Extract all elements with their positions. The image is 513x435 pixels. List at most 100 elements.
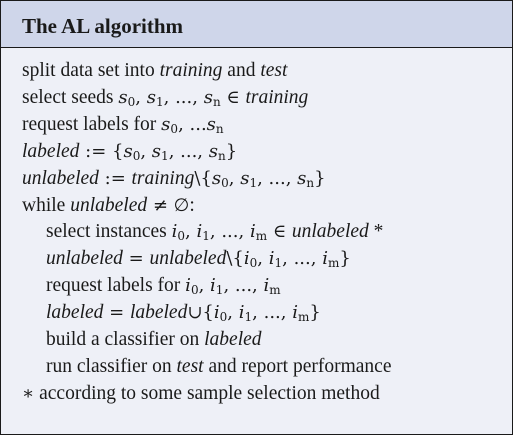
math-symbol: im	[249, 221, 268, 244]
line-text: labeled	[204, 329, 261, 350]
line-text: and	[222, 60, 260, 81]
segment-text: labeled	[22, 140, 80, 162]
subscript: 0	[249, 256, 258, 271]
segment-text: s	[123, 140, 133, 162]
subscript: n	[212, 94, 221, 109]
algorithm-header: The AL algorithm	[1, 1, 512, 48]
segment-text: *	[368, 221, 384, 243]
line-text: , ...,	[223, 275, 263, 296]
subscript: 1	[161, 148, 169, 163]
segment-text: labeled	[129, 302, 188, 324]
segment-text: labeled	[204, 329, 262, 350]
math-symbol: i1	[238, 302, 252, 324]
segment-text: s	[151, 140, 162, 162]
line-text: split data set into	[22, 60, 160, 81]
segment-text: while	[22, 194, 71, 216]
math-symbol: sn	[297, 167, 314, 190]
segment-text: i	[238, 302, 245, 324]
subscript: n	[218, 148, 226, 163]
segment-text: ,	[228, 167, 241, 189]
line-text: ,	[140, 141, 151, 162]
line-text: select instances	[46, 221, 172, 242]
segment-text: training	[131, 167, 195, 189]
subscript: 1	[202, 229, 210, 244]
line-text: }	[309, 302, 320, 323]
line-text: training	[245, 87, 308, 108]
segment-text: , ...,	[223, 275, 264, 297]
line-text: select seeds	[22, 87, 118, 108]
segment-text: s	[297, 167, 307, 189]
segment-text: training	[245, 86, 309, 108]
line-text: unlabeled	[149, 248, 226, 269]
line-text: , ...	[178, 114, 207, 135]
line-text: , ...,	[257, 168, 297, 189]
segment-text: and report performance	[203, 355, 392, 377]
segment-text: unlabeled	[291, 221, 369, 243]
algorithm-title: The AL algorithm	[22, 14, 184, 38]
line-text: unlabeled	[46, 248, 123, 269]
subscript: m	[327, 256, 340, 271]
segment-text: i	[249, 221, 256, 243]
subscript: 1	[249, 175, 258, 190]
line-text: :=	[99, 168, 132, 189]
line-text: test	[260, 60, 287, 81]
segment-text: ,	[257, 248, 269, 270]
segment-text: := {	[79, 140, 124, 162]
math-symbol: i0	[185, 275, 199, 298]
segment-text: unlabeled	[70, 194, 148, 216]
line-text: request labels for	[46, 275, 185, 296]
math-symbol: sn	[207, 114, 224, 136]
subscript: 0	[221, 175, 229, 190]
line-text: := {	[79, 141, 123, 162]
line-text: ,	[135, 87, 146, 108]
algorithm-line: build a classifier on labeled	[46, 327, 262, 353]
subscript: 1	[215, 283, 224, 298]
line-text: ,	[229, 168, 240, 189]
segment-text: }	[225, 140, 238, 162]
math-symbol: s1	[147, 87, 164, 109]
subscript: 0	[170, 121, 179, 136]
segment-text: , ...,	[252, 302, 293, 324]
line-text: =	[103, 302, 130, 323]
algorithm-line: unlabeled := training\{s0, s1, ..., sn}	[22, 166, 326, 192]
math-symbol: im	[292, 302, 309, 324]
math-symbol: i0	[172, 221, 186, 244]
subscript: 0	[177, 229, 186, 244]
line-text: ∪{	[187, 302, 214, 323]
math-symbol: i1	[210, 275, 224, 298]
segment-text: ,	[227, 302, 239, 324]
math-symbol: i1	[269, 248, 282, 270]
math-symbol: s1	[151, 140, 169, 163]
line-text: ∈	[267, 221, 292, 242]
algorithm-line: unlabeled = unlabeled\{i0, i1, ..., im}	[46, 246, 351, 272]
line-text: }	[314, 168, 325, 189]
segment-text: }	[314, 167, 326, 189]
segment-text: training	[159, 60, 223, 81]
segment-text: , ...	[178, 113, 207, 135]
math-symbol: im	[264, 275, 281, 297]
segment-text: , ...,	[282, 248, 323, 270]
segment-text: s	[208, 140, 218, 162]
segment-text: unlabeled	[149, 248, 227, 270]
segment-text: split data set into	[22, 60, 160, 81]
line-text: test	[177, 356, 204, 377]
line-text: , ...,	[252, 302, 292, 323]
algorithm-line: ∗ according to some sample selection met…	[22, 381, 380, 407]
line-text: according to some sample selection metho…	[34, 383, 380, 404]
subscript: 0	[219, 310, 228, 325]
line-text: , ...,	[282, 248, 322, 269]
math-symbol: i0	[214, 302, 228, 325]
math-symbol: im	[322, 248, 340, 271]
line-text: unlabeled	[22, 168, 99, 189]
subscript: m	[255, 229, 268, 244]
algorithm-line: labeled = labeled∪{i0, i1, ..., im}	[46, 300, 321, 326]
segment-text: s	[240, 167, 250, 189]
line-text: , ...,	[164, 87, 204, 108]
math-symbol: sn	[208, 140, 226, 163]
line-text: labeled	[46, 302, 103, 323]
algorithm-line: split data set into training and test	[22, 58, 287, 84]
line-text: =	[123, 248, 150, 269]
subscript: 0	[190, 283, 199, 298]
line-text: , ...,	[210, 221, 250, 242]
segment-text: ,	[140, 140, 152, 162]
